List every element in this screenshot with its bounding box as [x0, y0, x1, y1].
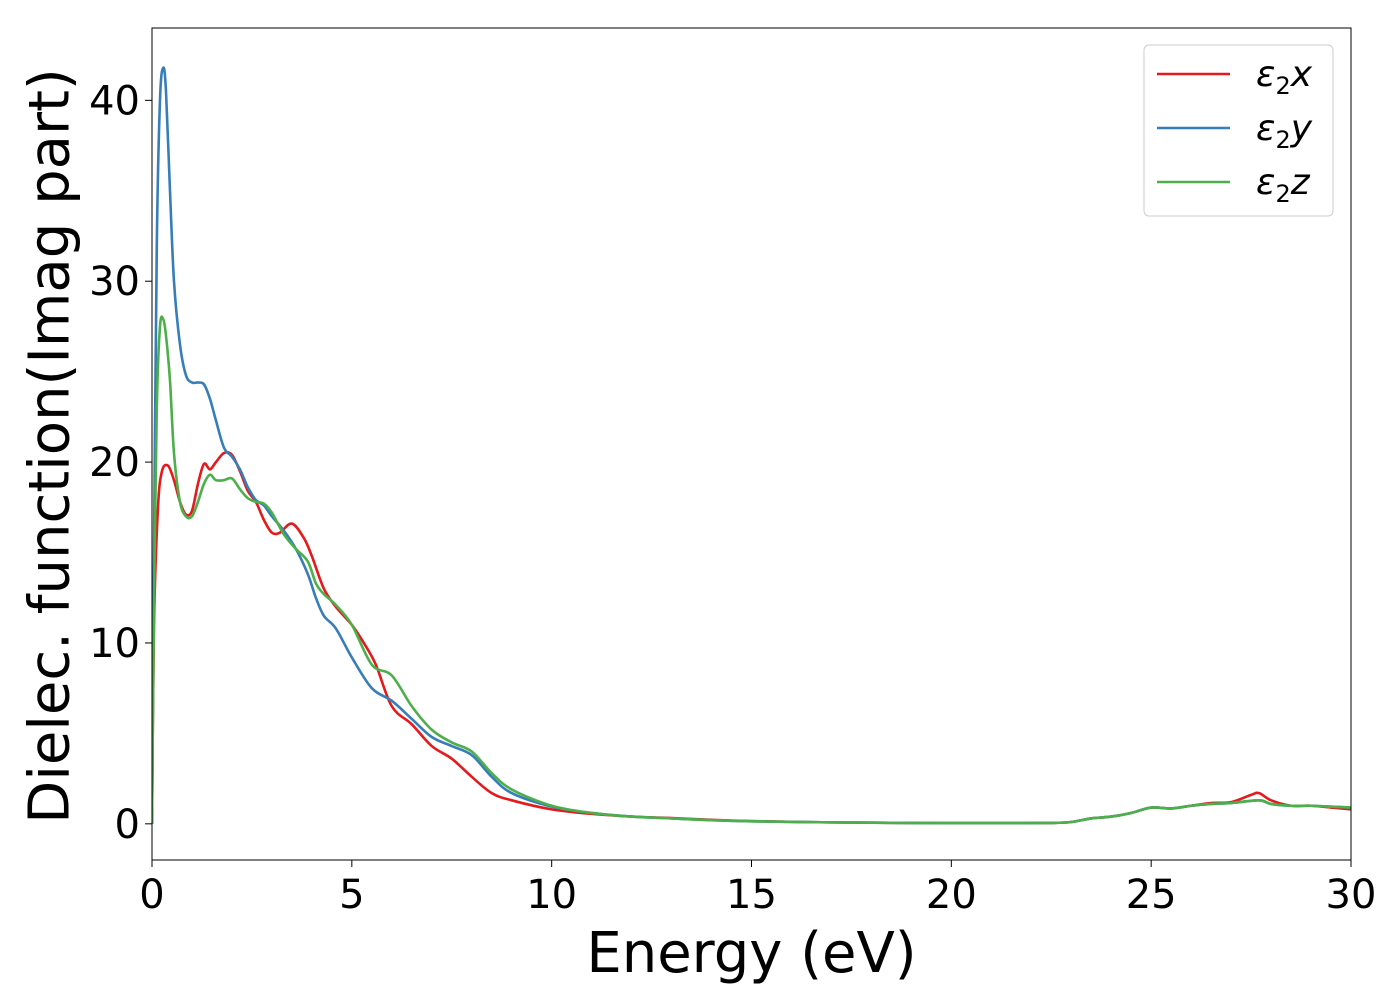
legend-label-x: ε2x: [1256, 54, 1313, 100]
x-tick-label: 10: [526, 872, 577, 918]
series-lines: [152, 66, 1351, 825]
x-tick-label: 15: [726, 872, 777, 918]
y-axis-label: Dielec. function(Imag part): [18, 68, 83, 824]
legend-label-z: ε2z: [1256, 162, 1311, 208]
y-tick-label: 30: [89, 259, 140, 305]
x-tick-label: 20: [926, 872, 977, 918]
y-tick-label: 40: [89, 78, 140, 124]
y-axis-ticks: 0 10 20 30 40: [89, 78, 152, 848]
y-tick-label: 20: [89, 440, 140, 486]
legend-box: [1143, 44, 1334, 217]
x-tick-label: 30: [1326, 872, 1377, 918]
legend: ε2x ε2y ε2z: [1143, 44, 1334, 217]
y-tick-label: 10: [89, 621, 140, 667]
x-axis-ticks: 0 5 10 15 20 25 30: [139, 860, 1376, 918]
series-line-z: [152, 315, 1351, 825]
x-axis-label: Energy (eV): [586, 921, 916, 986]
legend-label-y: ε2y: [1256, 108, 1313, 154]
series-line-x: [152, 450, 1351, 825]
x-tick-label: 0: [139, 872, 164, 918]
x-tick-label: 25: [1126, 872, 1177, 918]
x-tick-label: 5: [339, 872, 364, 918]
y-tick-label: 0: [115, 802, 140, 848]
